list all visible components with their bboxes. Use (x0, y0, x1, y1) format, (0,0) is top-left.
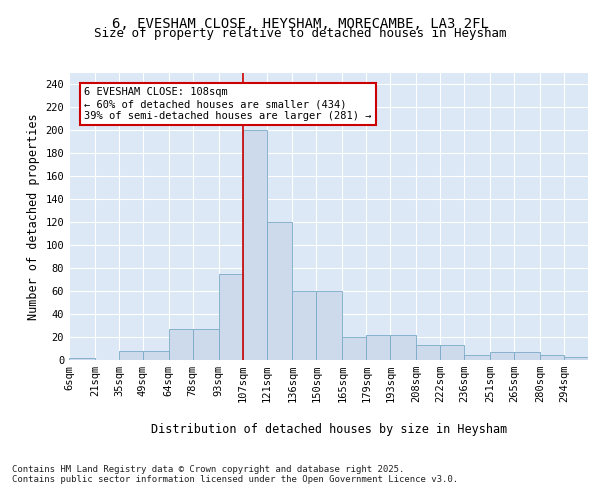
Y-axis label: Number of detached properties: Number of detached properties (27, 113, 40, 320)
Bar (316, 291, 342, 360)
Bar (242, 130, 266, 360)
Bar (342, 337, 367, 360)
Bar (367, 334, 391, 360)
Text: 6, EVESHAM CLOSE, HEYSHAM, MORECAMBE, LA3 2FL: 6, EVESHAM CLOSE, HEYSHAM, MORECAMBE, LA… (112, 18, 488, 32)
Bar (440, 345, 464, 360)
Bar (193, 329, 218, 360)
Bar (464, 356, 490, 360)
Bar (69, 358, 95, 360)
Text: Contains HM Land Registry data © Crown copyright and database right 2025.
Contai: Contains HM Land Registry data © Crown c… (12, 465, 458, 484)
Bar (266, 222, 292, 360)
Bar (143, 351, 169, 360)
Text: Size of property relative to detached houses in Heysham: Size of property relative to detached ho… (94, 28, 506, 40)
Bar (218, 274, 242, 360)
Bar (564, 356, 588, 360)
Bar (119, 351, 143, 360)
Text: Distribution of detached houses by size in Heysham: Distribution of detached houses by size … (151, 422, 507, 436)
Bar (391, 334, 416, 360)
Bar (514, 352, 540, 360)
Bar (416, 345, 440, 360)
Bar (490, 352, 514, 360)
Bar (292, 291, 316, 360)
Bar (169, 329, 193, 360)
Text: 6 EVESHAM CLOSE: 108sqm
← 60% of detached houses are smaller (434)
39% of semi-d: 6 EVESHAM CLOSE: 108sqm ← 60% of detache… (85, 88, 372, 120)
Bar (540, 356, 564, 360)
